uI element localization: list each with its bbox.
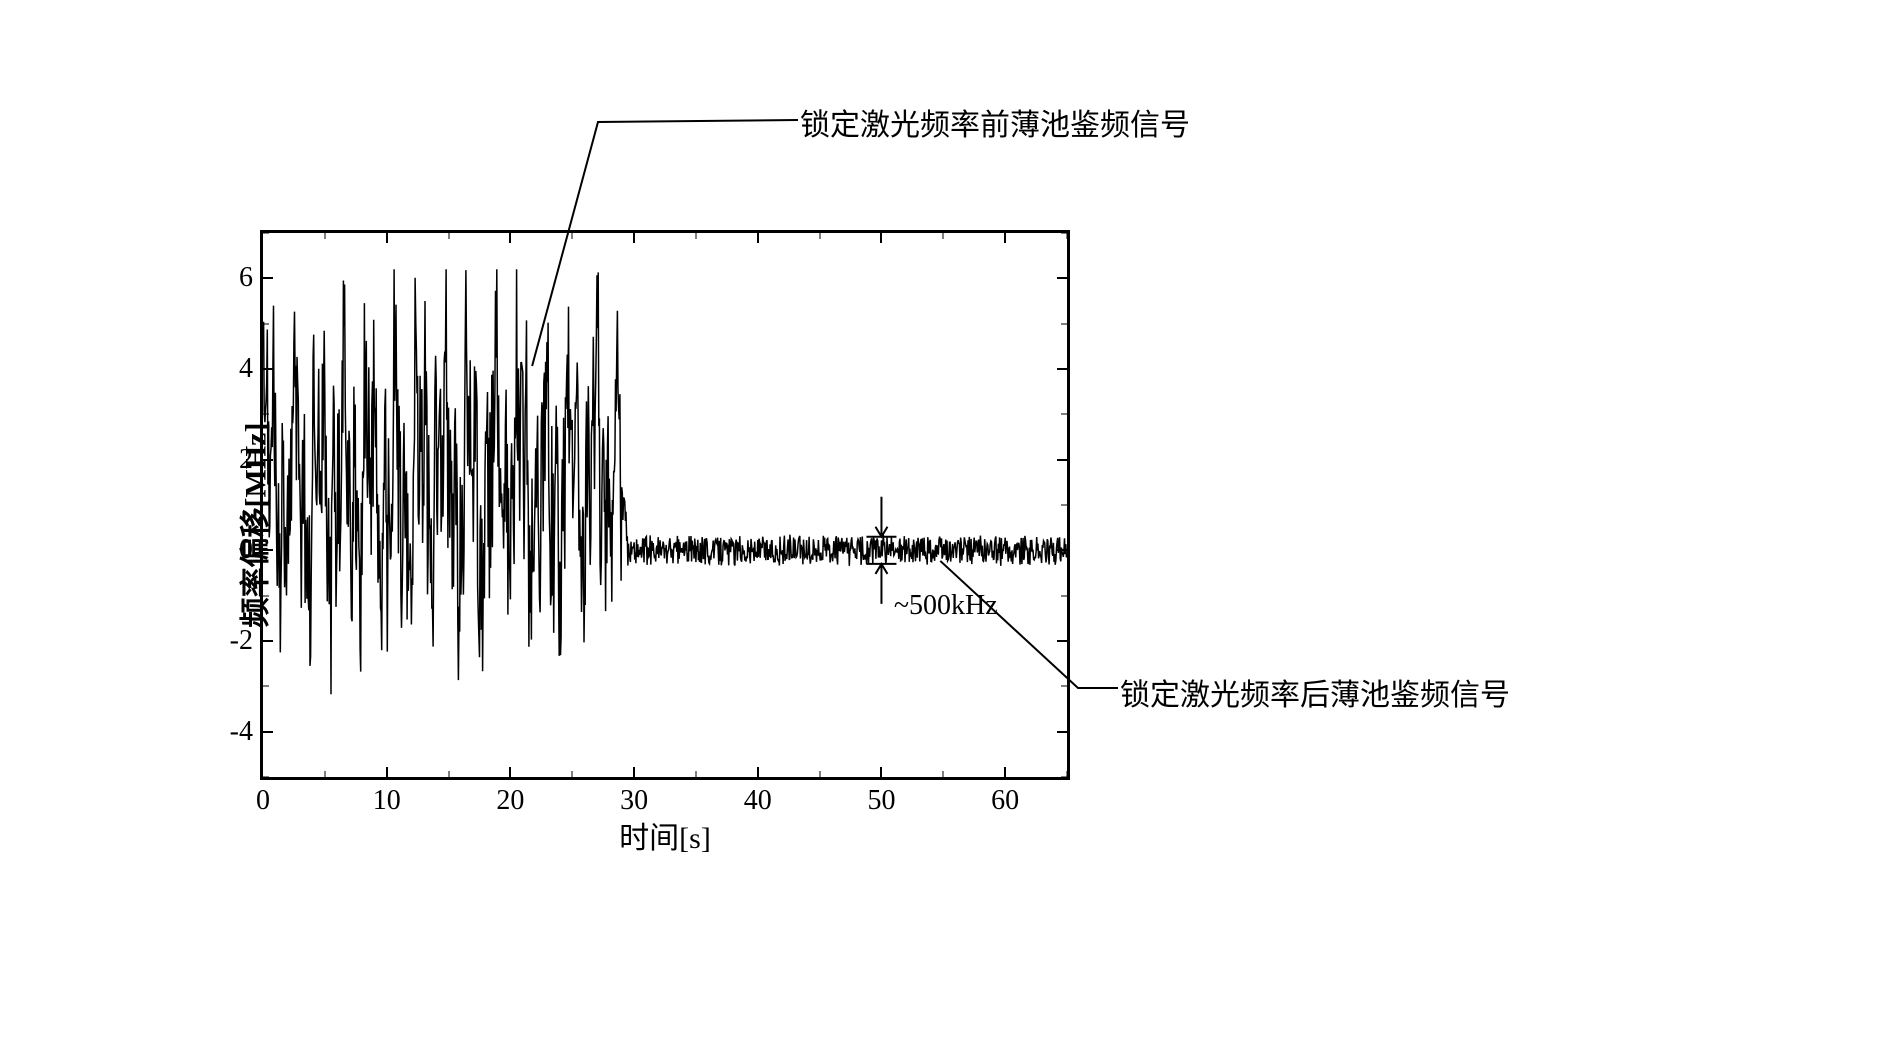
y-tick-label: 4 — [213, 353, 253, 385]
y-tick-label: -2 — [213, 625, 253, 657]
y-tick-label: 2 — [213, 444, 253, 476]
x-tick-label: 10 — [373, 785, 401, 817]
annotation-before-lock: 锁定激光频率前薄池鉴频信号 — [800, 100, 1190, 144]
x-tick-label: 60 — [991, 785, 1019, 817]
x-tick-label: 0 — [256, 785, 270, 817]
signal-trace — [263, 233, 1067, 777]
x-tick-label: 20 — [496, 785, 524, 817]
x-tick-label: 50 — [867, 785, 895, 817]
y-tick-label: 6 — [213, 262, 253, 294]
plot-area: 0102030405060-4-20246 时间[s] ~500kHz — [260, 230, 1070, 780]
x-tick-label: 40 — [744, 785, 772, 817]
annotation-after-lock: 锁定激光频率后薄池鉴频信号 — [1120, 670, 1510, 714]
x-axis-label: 时间[s] — [619, 813, 711, 857]
y-tick-label: 0 — [213, 534, 253, 566]
chart-container: 频率偏移[MHz] 0102030405060-4-20246 时间[s] ~5… — [140, 200, 1100, 850]
y-tick-label: -4 — [213, 716, 253, 748]
band-width-label: ~500kHz — [894, 590, 998, 622]
